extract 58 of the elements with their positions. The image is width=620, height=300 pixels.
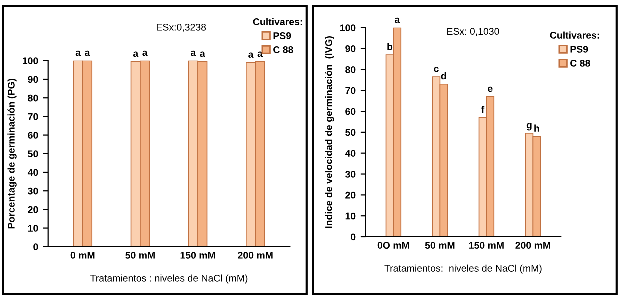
data-label: a — [395, 18, 400, 24]
y-tick-label: 60 — [346, 108, 356, 116]
y-tick-label: 90 — [28, 76, 38, 84]
x-tick-label: 50 mM — [126, 252, 155, 259]
x-tick-label: 200 mM — [238, 252, 273, 259]
y-tick-label: 70 — [346, 87, 356, 94]
y-tick-label: 80 — [346, 66, 356, 74]
y-axis-title: Indice de velocidad de germinación (IVG) — [325, 36, 334, 228]
y-tick-label: 50 — [346, 129, 356, 136]
legend-label: PS9 — [274, 32, 292, 40]
y-tick-label: 10 — [28, 225, 38, 232]
y-tick-label: 70 — [28, 113, 38, 120]
x-tick-label: 0 mM — [70, 252, 95, 259]
y-tick-label: 100 — [340, 24, 356, 32]
text: ESx:0,3238 — [157, 24, 206, 32]
data-label: a — [191, 50, 196, 56]
legend-label: C 88 — [274, 46, 294, 54]
y-tick-label: 40 — [345, 150, 356, 157]
y-tick-label: 50 — [28, 150, 38, 158]
y-tick-label: 60 — [28, 132, 38, 139]
y-tick-label: 0 — [351, 234, 356, 241]
data-label: g — [526, 123, 532, 131]
legend-label: PS9 — [570, 46, 588, 53]
data-label: a — [85, 50, 90, 56]
data-label: a — [133, 52, 139, 58]
x-tick-label: 200 mM — [516, 242, 550, 249]
legend-label: C 88 — [570, 60, 590, 67]
legend-title: Cultivares: — [550, 32, 600, 39]
data-label: h — [534, 124, 540, 132]
y-tick-label: 80 — [28, 94, 38, 102]
data-label: d — [441, 72, 446, 80]
x-tick-label: 0O mM — [378, 242, 410, 249]
data-label: b — [388, 43, 393, 50]
data-label: a — [76, 50, 82, 56]
y-tick-label: 10 — [346, 212, 356, 220]
x-axis-title: Tratamientos : niveles de NaCl (mM) — [90, 274, 248, 284]
y-tick-label: 90 — [346, 46, 356, 52]
data-label: a — [200, 52, 206, 58]
data-label: a — [248, 52, 254, 58]
y-tick-label: 20 — [346, 192, 356, 199]
legend-title: Cultivares: — [253, 18, 302, 26]
y-tick-label: 0 — [34, 244, 38, 251]
y-tick-label: 100 — [23, 58, 38, 65]
annotation: ESx: 0,1030 — [448, 28, 500, 36]
y-tick-label: 30 — [28, 188, 38, 195]
x-tick-label: 50 mM — [425, 242, 455, 249]
data-label: c — [434, 67, 439, 72]
data-label: a — [258, 52, 263, 58]
x-tick-label: 150 mM — [469, 242, 504, 249]
x-axis-title: Tratamientos: niveles de NaCl (mM) — [384, 264, 542, 274]
y-tick-label: 30 — [345, 171, 356, 178]
y-tick-label: 20 — [28, 206, 38, 214]
data-label: e — [488, 86, 493, 92]
y-axis-title: Porcentage de germinación (PG) — [8, 79, 17, 229]
y-tick-label: 40 — [28, 169, 38, 176]
data-label: a — [142, 50, 148, 56]
data-label: f — [482, 106, 485, 114]
x-tick-label: 150 mM — [180, 252, 216, 259]
